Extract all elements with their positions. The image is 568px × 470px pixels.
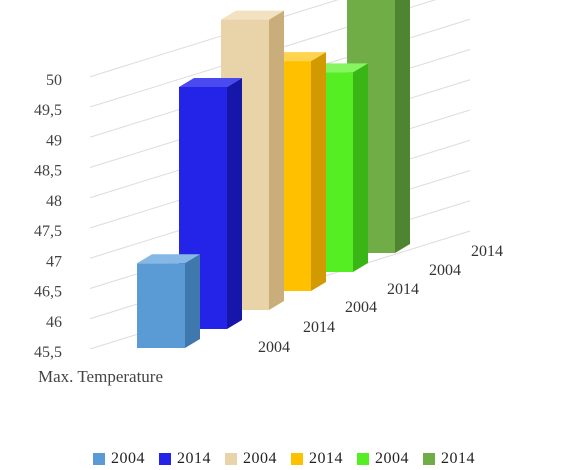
- legend-label: 2004: [111, 450, 145, 467]
- x-axis-label: Max. Temperature: [38, 367, 163, 386]
- legend-swatch: [159, 453, 171, 465]
- y-tick-label: 48,5: [34, 163, 62, 180]
- legend-item: 2004: [357, 450, 409, 468]
- depth-label: 2014: [387, 281, 419, 298]
- y-tick-label: 49,5: [34, 102, 62, 119]
- y-tick-label: 45,5: [34, 344, 62, 361]
- bar-side: [395, 0, 410, 253]
- y-tick-label: 49: [46, 132, 62, 149]
- legend-item: 2004: [225, 450, 277, 468]
- legend-swatch: [423, 453, 435, 465]
- legend-swatch: [357, 453, 369, 465]
- bars: [137, 0, 410, 348]
- bar-side: [353, 63, 368, 272]
- bar-top: [179, 78, 242, 87]
- bar-side: [185, 254, 200, 348]
- depth-label: 2004: [429, 262, 461, 279]
- y-tick-label: 48: [46, 193, 62, 210]
- bar-front: [137, 263, 185, 348]
- bar-side: [311, 52, 326, 291]
- legend-item: 2014: [291, 450, 343, 468]
- legend-label: 2004: [375, 450, 409, 467]
- bar-top: [137, 254, 200, 264]
- legend: 2004 2014 2004 2014 2004 2014: [0, 448, 568, 470]
- legend-swatch: [93, 453, 105, 465]
- bar-1: [137, 254, 200, 348]
- depth-axis-labels: 2004 2014 2004 2014 2004 2014: [258, 243, 503, 356]
- legend-item: 2014: [423, 450, 475, 468]
- y-tick-label: 46: [46, 314, 62, 331]
- depth-label: 2004: [345, 299, 377, 316]
- y-tick-label: 47,5: [34, 223, 62, 240]
- legend-label: 2014: [309, 450, 343, 467]
- y-tick-label: 50: [46, 72, 62, 89]
- depth-label: 2014: [303, 319, 335, 336]
- legend-label: 2014: [177, 450, 211, 467]
- legend-item: 2004: [93, 450, 145, 468]
- legend-label: 2004: [243, 450, 277, 467]
- legend-swatch: [225, 453, 237, 465]
- legend-item: 2014: [159, 450, 211, 468]
- y-tick-label: 46,5: [34, 284, 62, 301]
- bar-top: [221, 10, 284, 20]
- bar-side: [269, 10, 284, 310]
- depth-label: 2004: [258, 339, 290, 356]
- y-tick-labels: 45,5 46 46,5 47 47,5 48 48,5 49 49,5 50: [34, 72, 62, 361]
- depth-label: 2014: [471, 243, 503, 260]
- legend-label: 2014: [441, 450, 475, 467]
- y-tick-label: 47: [46, 253, 62, 270]
- bar-side: [227, 78, 242, 329]
- legend-swatch: [291, 453, 303, 465]
